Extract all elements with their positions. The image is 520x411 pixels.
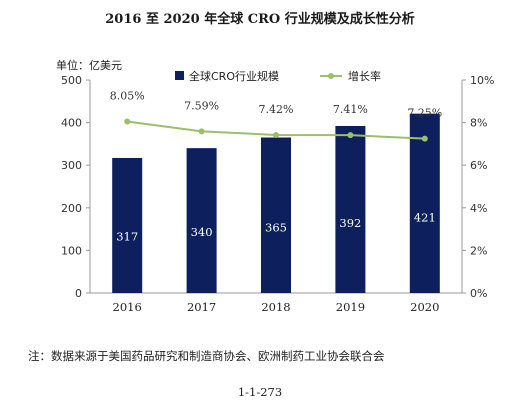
right-tick-label: 2% xyxy=(470,244,487,257)
x-tick-label: 2016 xyxy=(113,300,142,314)
left-tick-label: 100 xyxy=(61,244,82,257)
bar-value-label: 365 xyxy=(265,221,287,235)
growth-rate-point xyxy=(421,135,428,142)
bar-2017 xyxy=(186,148,217,293)
legend-bar-label: 全球CRO行业规模 xyxy=(189,69,279,83)
bar-value-label: 421 xyxy=(414,211,436,225)
bar-2016 xyxy=(112,157,143,293)
growth-rate-label: 7.25% xyxy=(407,107,442,120)
growth-rate-point xyxy=(124,118,131,125)
bar-2020 xyxy=(409,113,440,294)
left-tick-label: 300 xyxy=(61,159,82,172)
chart-area: 0 100 200 300 400 500 0% 2% 4% 6% 8% 10% 2016 2017 201… xyxy=(61,69,494,314)
right-tick-label: 6% xyxy=(470,159,487,172)
bar-2018 xyxy=(261,137,291,293)
growth-rate-point xyxy=(273,131,279,138)
page-number: 1-1-273 xyxy=(237,385,283,399)
left-tick-label: 500 xyxy=(61,74,82,87)
legend-line-label: 增长率 xyxy=(348,69,381,83)
right-tick-label: 8% xyxy=(470,117,487,130)
growth-rate-label: 7.41% xyxy=(333,103,368,116)
right-tick-label: 10% xyxy=(470,74,494,87)
unit-label: 单位：亿美元 xyxy=(56,59,122,72)
legend-line-marker xyxy=(328,73,334,79)
bar-value-label: 340 xyxy=(191,225,213,239)
growth-rate-point xyxy=(347,132,354,139)
x-tick-label: 2019 xyxy=(336,300,365,314)
x-tick-label: 2017 xyxy=(187,300,216,314)
left-tick-label: 400 xyxy=(61,117,82,130)
bar-2019 xyxy=(335,126,366,294)
legend-bar-swatch xyxy=(175,71,184,80)
footnote: 注：数据来源于美国药品研究和制造商协会、欧洲制药工业协会联合会 xyxy=(28,349,385,363)
x-tick-label: 2018 xyxy=(261,300,290,314)
bar-value-label: 392 xyxy=(339,216,361,230)
growth-rate-label: 7.59% xyxy=(184,99,219,112)
growth-rate-label: 8.05% xyxy=(110,90,145,103)
left-tick-label: 0 xyxy=(75,287,82,300)
right-tick-label: 0% xyxy=(470,287,487,300)
x-tick-label: 2020 xyxy=(410,300,439,314)
bar-value-label: 317 xyxy=(116,229,138,243)
chart-title: 2016 至 2020 年全球 CRO 行业规模及成长性分析 xyxy=(105,12,415,27)
right-tick-label: 4% xyxy=(470,202,487,215)
growth-rate-label: 7.42% xyxy=(259,103,294,116)
left-tick-label: 200 xyxy=(61,202,82,215)
growth-rate-point xyxy=(198,128,205,135)
